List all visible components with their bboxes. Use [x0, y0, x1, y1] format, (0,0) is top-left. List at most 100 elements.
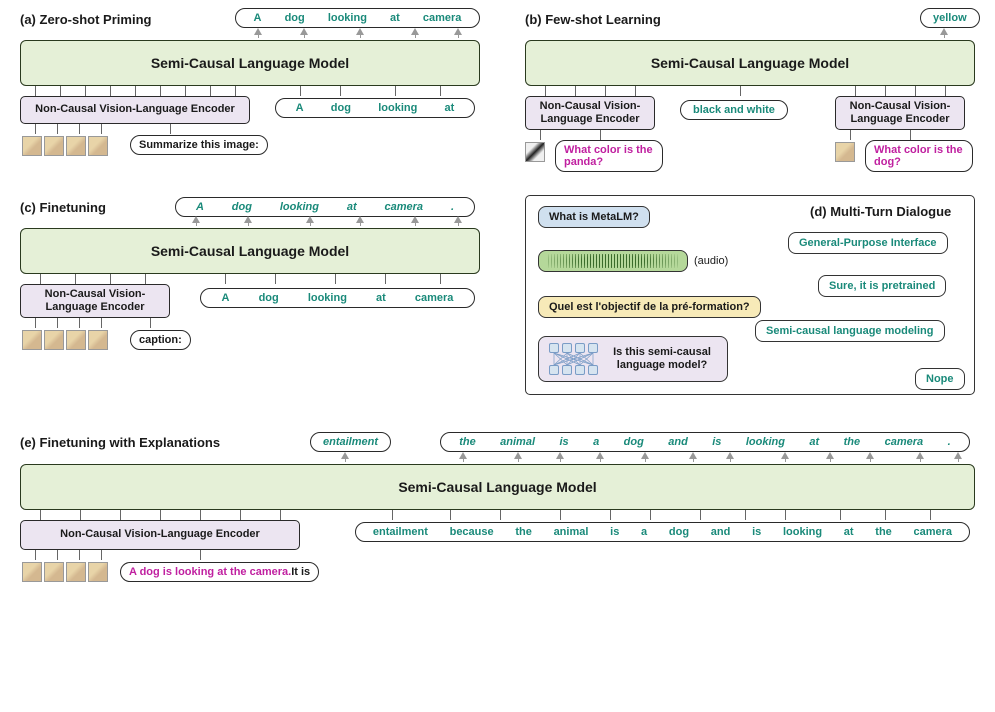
demo-answer: black and white — [693, 104, 775, 116]
out-token: is — [712, 436, 721, 448]
thumb-icon — [22, 136, 42, 156]
panel-e-encoder: Non-Causal Vision-Language Encoder — [20, 520, 300, 550]
out-token: the — [844, 436, 861, 448]
panel-b-q1: What color is the panda? — [555, 140, 663, 172]
in-token: a — [641, 526, 647, 538]
panel-e-output-right: the animal is a dog and is looking at th… — [440, 432, 970, 452]
out-token: at — [390, 12, 400, 24]
out-token: . — [451, 201, 454, 213]
panel-e-model: Semi-Causal Language Model — [20, 464, 975, 510]
out-token: A — [254, 12, 262, 24]
out-token: the — [459, 436, 476, 448]
d-user-msg-4: Is this semi-causal language model? — [538, 336, 728, 382]
panel-a-instruction: Summarize this image: — [130, 135, 268, 155]
in-token: at — [844, 526, 854, 538]
in-token: A — [296, 102, 304, 114]
thumb-icon — [44, 330, 64, 350]
q-text: What color is the dog? — [874, 144, 964, 168]
panel-e-title: (e) Finetuning with Explanations — [20, 435, 220, 450]
thumb-icon — [22, 562, 42, 582]
out-token: camera — [385, 201, 424, 213]
panel-c-encoder: Non-Causal Vision-Language Encoder — [20, 284, 170, 318]
out-token: . — [948, 436, 951, 448]
reply-text: Semi-causal language modeling — [766, 325, 934, 337]
in-token: looking — [308, 292, 347, 304]
in-token: because — [450, 526, 494, 538]
prompt-magenta: A dog is looking at the camera. — [129, 566, 291, 578]
panel-b-model: Semi-Causal Language Model — [525, 40, 975, 86]
out-token: at — [347, 201, 357, 213]
panel-c-output: A dog looking at camera . — [175, 197, 475, 217]
panel-c-input: A dog looking at camera — [200, 288, 475, 308]
out-token: yellow — [933, 12, 967, 24]
thumb-icon — [44, 562, 64, 582]
out-token: dog — [624, 436, 644, 448]
panel-e-images — [22, 562, 108, 582]
out-token: camera — [423, 12, 462, 24]
out-token: a — [593, 436, 599, 448]
in-token: dog — [669, 526, 689, 538]
thumb-icon — [88, 136, 108, 156]
panda-thumb-icon — [525, 142, 545, 162]
reply-text: Nope — [926, 373, 954, 385]
in-token: the — [875, 526, 892, 538]
panel-e-prompt: A dog is looking at the camera. It is — [120, 562, 319, 582]
out-token: at — [809, 436, 819, 448]
panel-b-title: (b) Few-shot Learning — [525, 12, 661, 27]
in-token: dog — [259, 292, 279, 304]
out-token: dog — [232, 201, 252, 213]
in-token: animal — [554, 526, 589, 538]
d-reply-3: Semi-causal language modeling — [755, 320, 945, 342]
in-token: dog — [331, 102, 351, 114]
out-token: looking — [328, 12, 367, 24]
in-token: is — [610, 526, 619, 538]
in-token: entailment — [373, 526, 428, 538]
thumb-icon — [44, 136, 64, 156]
thumb-icon — [66, 562, 86, 582]
panel-c-title: (c) Finetuning — [20, 200, 106, 215]
out-token: A — [196, 201, 204, 213]
panel-b-encoder-1: Non-Causal Vision-Language Encoder — [525, 96, 655, 130]
panel-b-demo-answer: black and white — [680, 100, 788, 120]
panel-b-encoder-2: Non-Causal Vision-Language Encoder — [835, 96, 965, 130]
d-reply-4: Nope — [915, 368, 965, 390]
panel-c-images — [22, 330, 108, 350]
in-token: at — [376, 292, 386, 304]
thumb-icon — [88, 330, 108, 350]
panel-b-q2: What color is the dog? — [865, 140, 973, 172]
network-icon — [549, 343, 597, 375]
thumb-icon — [66, 330, 86, 350]
panel-b-panda-img — [525, 142, 545, 162]
in-token: is — [752, 526, 761, 538]
out-token: and — [668, 436, 688, 448]
d-reply-2: Sure, it is pretrained — [818, 275, 946, 297]
audio-icon — [538, 250, 688, 272]
reply-text: Sure, it is pretrained — [829, 280, 935, 292]
in-token: looking — [378, 102, 417, 114]
in-token: looking — [783, 526, 822, 538]
d-u4-text: Is this semi-causal language model? — [607, 346, 717, 372]
panel-c-instruction: caption: — [130, 330, 191, 350]
panel-a-model: Semi-Causal Language Model — [20, 40, 480, 86]
thumb-icon — [88, 562, 108, 582]
panel-d-title: (d) Multi-Turn Dialogue — [810, 204, 951, 219]
in-token: A — [222, 292, 230, 304]
d-reply-1: General-Purpose Interface — [788, 232, 948, 254]
panel-b-dog-img — [835, 142, 855, 162]
out-token: entailment — [323, 436, 378, 448]
d-user-msg-3: Quel est l'objectif de la pré-formation? — [538, 296, 761, 318]
q-text: What color is the panda? — [564, 144, 654, 168]
out-token: is — [559, 436, 568, 448]
d-user-msg-1: What is MetaLM? — [538, 206, 650, 228]
in-token: camera — [415, 292, 454, 304]
in-token: the — [515, 526, 532, 538]
thumb-icon — [835, 142, 855, 162]
panel-c-model: Semi-Causal Language Model — [20, 228, 480, 274]
in-token: camera — [914, 526, 953, 538]
audio-label: (audio) — [694, 255, 728, 267]
out-token: looking — [280, 201, 319, 213]
prompt-suffix: It is — [291, 566, 310, 578]
panel-e-output-left: entailment — [310, 432, 391, 452]
out-token: camera — [885, 436, 924, 448]
out-token: looking — [746, 436, 785, 448]
